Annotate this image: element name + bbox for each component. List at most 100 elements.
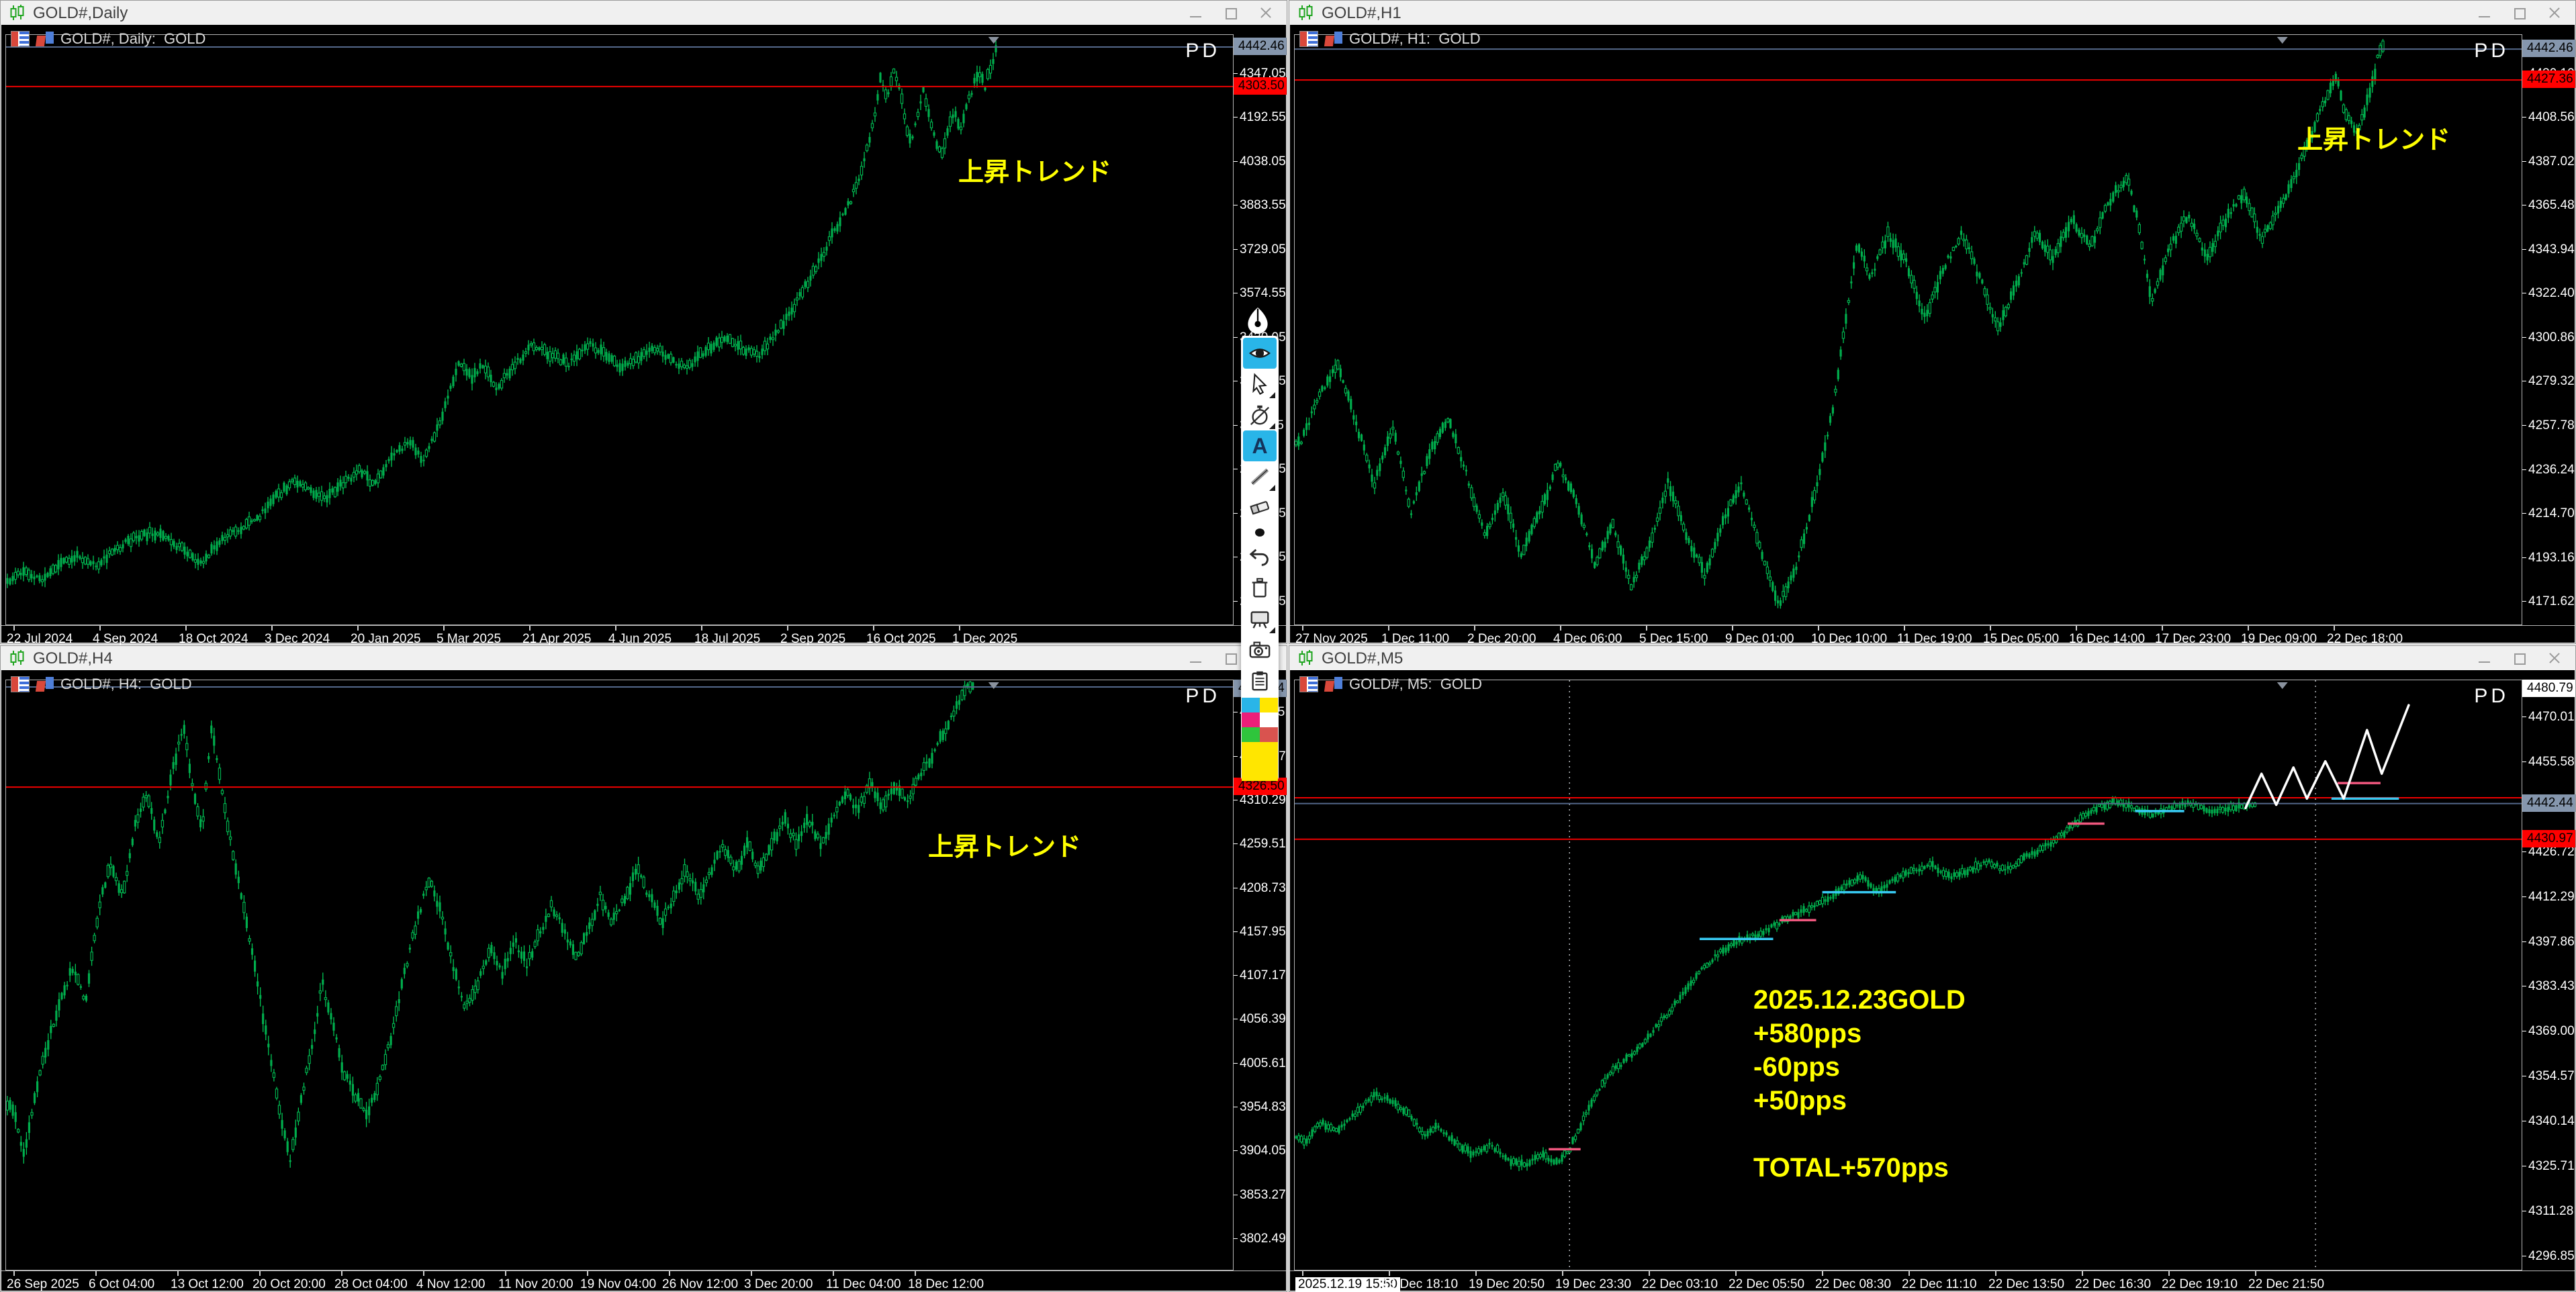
trade-note-line (1753, 1117, 1966, 1151)
price-tick-label: 4470.01 (2522, 710, 2576, 725)
time-axis[interactable]: 26 Sep 2025 6 Oct 04:00 13 Oct 12:00 20 Oct… (1, 1271, 1286, 1291)
minimize-button[interactable] (2476, 4, 2493, 21)
trade-note-line: +580pps (1753, 1019, 1862, 1048)
price-tick-label: 3853.27 (1234, 1188, 1287, 1203)
time-tick-label: 28 Oct 04:00 (334, 1277, 408, 1291)
pen-nib-icon[interactable] (1241, 306, 1279, 334)
whiteboard-icon[interactable] (1243, 604, 1277, 635)
time-tick (751, 1271, 752, 1276)
chart-header: GOLD#, Daily: GOLD (11, 30, 205, 48)
candlestick-chart-icon (1297, 649, 1315, 667)
color-swatch-yellow[interactable] (1260, 698, 1278, 712)
undo-icon[interactable] (1243, 542, 1277, 573)
time-tick (185, 626, 187, 631)
time-tick (259, 1271, 261, 1276)
close-button[interactable] (2546, 649, 2563, 667)
candlestick-plot[interactable] (5, 34, 1234, 625)
line-tool-icon[interactable] (1243, 461, 1277, 492)
dot-size-icon[interactable] (1243, 523, 1277, 542)
maximize-button[interactable] (2511, 649, 2528, 667)
time-tick (1646, 626, 1647, 631)
color-swatch-cyan[interactable] (1242, 698, 1260, 712)
trend-annotation: 上昇トレンド (2297, 126, 2451, 154)
candlestick-plot[interactable] (1294, 680, 2522, 1271)
price-marker-box: 4430.97 (2522, 829, 2575, 847)
time-tick-label: 22 Dec 03:10 (1642, 1277, 1718, 1291)
price-tick-label: 4340.14 (2522, 1114, 2576, 1129)
time-tick-label: 6 Oct 04:00 (89, 1277, 155, 1291)
close-button[interactable] (2546, 4, 2563, 21)
active-color-swatch[interactable] (1242, 742, 1278, 781)
time-tick (615, 626, 616, 631)
time-tick-label: 22 Dec 13:50 (1988, 1277, 2065, 1291)
color-swatch-white[interactable] (1260, 712, 1278, 727)
time-tick (1822, 1271, 1823, 1276)
price-tick-label: 3729.05 (1234, 242, 1287, 257)
price-tick-label: 4343.94 (2522, 242, 2576, 257)
eye-icon[interactable] (1243, 338, 1277, 369)
minimize-button[interactable] (2476, 649, 2493, 667)
template-icon (1325, 677, 1342, 692)
time-tick (669, 1271, 670, 1276)
chart-window-m5: GOLD#,M5 GOLD#, M5: GOLD PD 2025.12.23GO… (1289, 645, 2576, 1292)
window-titlebar[interactable]: GOLD#,Daily (1, 1, 1287, 25)
color-swatch-red[interactable] (1260, 727, 1278, 742)
chart-area: GOLD#, H4: GOLD PD 上昇トレンド 4411.854361.07… (1, 670, 1287, 1291)
color-swatch-magenta[interactable] (1242, 712, 1260, 727)
trade-note: 2025.12.23GOLD +580pps -60pps +50pps TOTAL+… (1753, 983, 1966, 1185)
window-titlebar[interactable]: GOLD#,H4 (1, 646, 1287, 670)
time-tick (1475, 1271, 1477, 1276)
color-swatch-green[interactable] (1242, 727, 1260, 742)
time-tick-label: 26 Nov 12:00 (662, 1277, 739, 1291)
time-tick (177, 1271, 179, 1276)
time-tick (95, 1271, 97, 1276)
price-tick-label: 4310.29 (1234, 793, 1287, 808)
time-tick (1388, 626, 1389, 631)
eraser-icon[interactable] (1243, 492, 1277, 523)
time-tick-label: 16 Dec 14:00 (2069, 632, 2146, 646)
price-tick-label: 4365.48 (2522, 198, 2576, 213)
time-tick (1735, 1271, 1737, 1276)
price-tick-label: 4412.29 (2522, 890, 2576, 905)
maximize-button[interactable] (1222, 4, 1240, 21)
time-axis[interactable]: 2025.12.19 15:50 19 Dec 18:10 19 Dec 20:50… (1290, 1271, 2575, 1292)
price-tick-label: 4193.16 (2522, 551, 2576, 565)
candlestick-plot[interactable] (5, 680, 1234, 1271)
price-tick-label: 4038.05 (1234, 154, 1287, 169)
camera-icon[interactable] (1243, 635, 1277, 665)
window-title: GOLD#,H1 (1322, 4, 1401, 22)
time-tick (271, 626, 273, 631)
time-axis[interactable]: 27 Nov 2025 1 Dec 11:00 2 Dec 20:00 4 Dec 0… (1290, 625, 2575, 646)
price-tick-label: 4387.02 (2522, 154, 2576, 169)
time-tick-label: 27 Nov 2025 (1295, 632, 1368, 646)
price-tick-label: 4369.00 (2522, 1024, 2576, 1039)
minimize-button[interactable] (1187, 649, 1205, 667)
time-tick-label: 3 Dec 20:00 (744, 1277, 813, 1291)
indicator-label: PD (2474, 685, 2509, 707)
time-tick (1818, 626, 1819, 631)
time-tick-label: 5 Dec 15:00 (1639, 632, 1708, 646)
window-title: GOLD#,M5 (1322, 649, 1404, 667)
time-tick-label: 13 Oct 12:00 (171, 1277, 244, 1291)
candlestick-plot[interactable] (1294, 34, 2522, 625)
window-titlebar[interactable]: GOLD#,H1 (1289, 1, 2575, 25)
cursor-icon[interactable] (1243, 369, 1277, 400)
text-tool-icon[interactable]: A (1243, 430, 1277, 461)
time-tick (13, 1271, 15, 1276)
clipboard-icon[interactable] (1243, 665, 1277, 696)
chart-area: GOLD#, Daily: GOLD PD 上昇トレンド 4347.05 4192… (1, 25, 1287, 646)
window-titlebar[interactable]: GOLD#,M5 (1289, 646, 2575, 670)
price-axis[interactable]: 4470.014455.584441.154426.724412.294397.… (2522, 680, 2576, 1269)
timer-off-icon[interactable] (1243, 400, 1277, 430)
chart-header: GOLD#, H4: GOLD (11, 676, 192, 693)
minimize-button[interactable] (1187, 4, 1205, 21)
trade-note-line: -60pps (1753, 1052, 1840, 1082)
maximize-button[interactable] (1222, 649, 1240, 667)
time-axis[interactable]: 22 Jul 2024 4 Sep 2024 18 Oct 2024 3 Dec 20… (1, 625, 1286, 646)
time-tick-label: 11 Nov 20:00 (498, 1277, 573, 1291)
maximize-button[interactable] (2511, 4, 2528, 21)
price-tick-label: 4300.86 (2522, 330, 2576, 345)
trash-icon[interactable] (1243, 573, 1277, 604)
close-button[interactable] (1257, 4, 1275, 21)
price-axis[interactable]: 4430.104408.564387.024365.484343.944322.… (2522, 34, 2576, 624)
